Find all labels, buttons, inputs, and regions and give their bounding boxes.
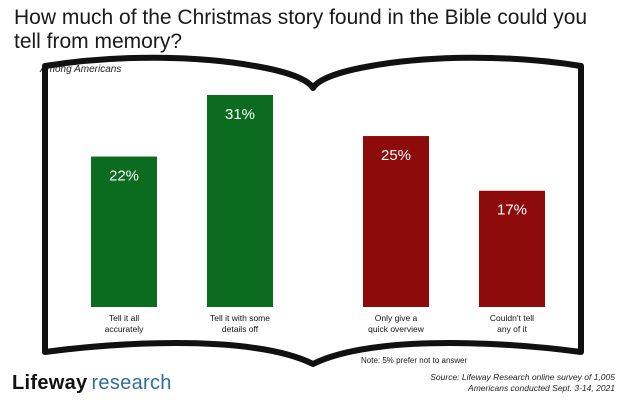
category-label-4-line-2: any of it [497,324,527,334]
category-label-2-line-2: details off [222,324,259,334]
chart-subtitle: Among Americans [40,64,122,75]
bar-2 [207,95,273,307]
category-label-4-line-1: Couldn't tell [490,313,534,323]
category-label-2-line-1: Tell it with some [210,313,270,323]
data-label-4: 17% [497,202,527,219]
bar-4 [479,190,545,307]
brand-word-research: research [91,372,172,394]
category-label-3-line-2: quick overview [368,324,425,334]
data-label-2: 31% [225,106,255,123]
data-label-1: 22% [109,168,139,185]
footnote: Note: 5% prefer not to answer [361,356,468,365]
category-label-3-line-1: Only give a [375,313,418,323]
book-outline [42,54,584,367]
source-note: Source: Lifeway Research online survey o… [430,372,615,393]
bar-3 [363,136,429,307]
category-label-1-line-2: accurately [105,324,144,334]
brand-logo: Lifeway research [12,372,172,395]
page-title: How much of the Christmas story found in… [14,6,588,53]
data-label-3: 25% [381,147,411,164]
category-label-1-line-1: Tell it all [109,313,139,323]
brand-word-lifeway: Lifeway [12,372,88,394]
bar-1 [91,156,157,307]
